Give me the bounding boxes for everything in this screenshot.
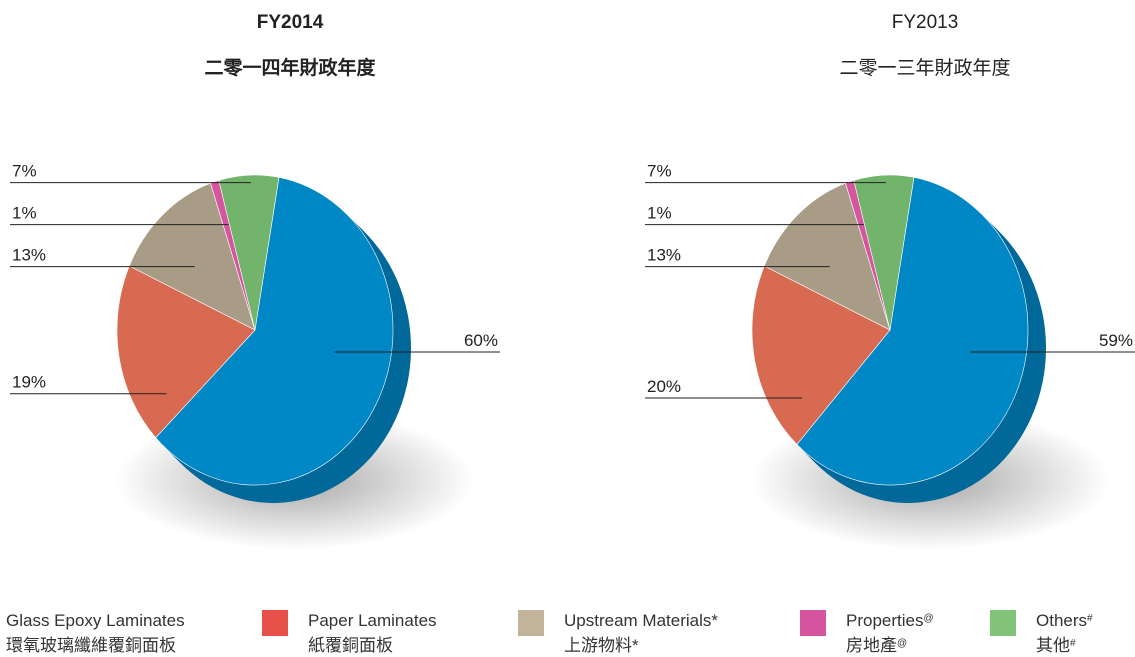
chart-subtitle: 二零一四年財政年度	[204, 56, 376, 79]
legend-name-zh: 其他	[1036, 636, 1070, 655]
legend-label: Upstream Materials*	[564, 611, 718, 630]
value-label: 19%	[12, 373, 46, 392]
legend-swatch	[518, 610, 544, 636]
legend-label: Paper Laminates	[308, 611, 437, 630]
chart-title: FY2013	[892, 12, 959, 33]
legend-note-zh: @	[897, 638, 907, 649]
value-label: 59%	[1099, 331, 1133, 350]
pie-slice	[128, 182, 256, 331]
legend-swatch	[990, 610, 1016, 636]
legend-swatch	[262, 610, 288, 636]
legend-swatch	[800, 610, 826, 636]
legend-label-zh: 上游物料*	[564, 636, 639, 655]
legend-name: Glass Epoxy Laminates	[6, 611, 185, 630]
legend-label: Others#	[1036, 611, 1093, 630]
chart-title: FY2014	[257, 12, 324, 33]
pie-slice	[751, 265, 891, 445]
pie-slice	[796, 176, 1029, 486]
legend-label: Properties@	[846, 611, 934, 630]
legend-name: Properties	[846, 611, 923, 630]
legend-label-zh: 其他#	[1036, 636, 1076, 655]
value-label: 7%	[647, 162, 672, 181]
pie-slice	[155, 176, 394, 486]
legend-label-zh: 房地產@	[846, 636, 907, 655]
legend-note: @	[923, 613, 933, 624]
legend-name: Paper Laminates	[308, 611, 437, 630]
legend-note-zh: #	[1070, 638, 1076, 649]
legend-name-zh: 上游物料*	[564, 636, 639, 655]
value-label: 13%	[12, 246, 46, 265]
legend-name-zh: 紙覆銅面板	[308, 636, 393, 655]
legend-label: Glass Epoxy Laminates	[6, 611, 185, 630]
legend-label-zh: 環氧玻璃纖維覆銅面板	[6, 636, 176, 655]
legend-note: #	[1087, 613, 1093, 624]
value-label: 7%	[12, 162, 37, 181]
pie-slice	[853, 174, 915, 331]
value-label: 20%	[647, 377, 681, 396]
pie-slice	[763, 182, 891, 331]
chart-subtitle: 二零一三年財政年度	[839, 57, 1010, 79]
pie-slice	[218, 174, 280, 331]
value-label: 13%	[647, 246, 681, 265]
legend-name: Upstream Materials*	[564, 611, 718, 630]
value-label: 60%	[464, 331, 498, 350]
value-label: 1%	[12, 204, 37, 223]
legend-label-zh: 紙覆銅面板	[308, 636, 393, 655]
value-label: 1%	[647, 204, 672, 223]
legend-name-zh: 房地產	[846, 636, 897, 655]
pie-slice	[116, 265, 256, 439]
legend-name: Others	[1036, 611, 1087, 630]
legend-name-zh: 環氧玻璃纖維覆銅面板	[6, 636, 176, 655]
